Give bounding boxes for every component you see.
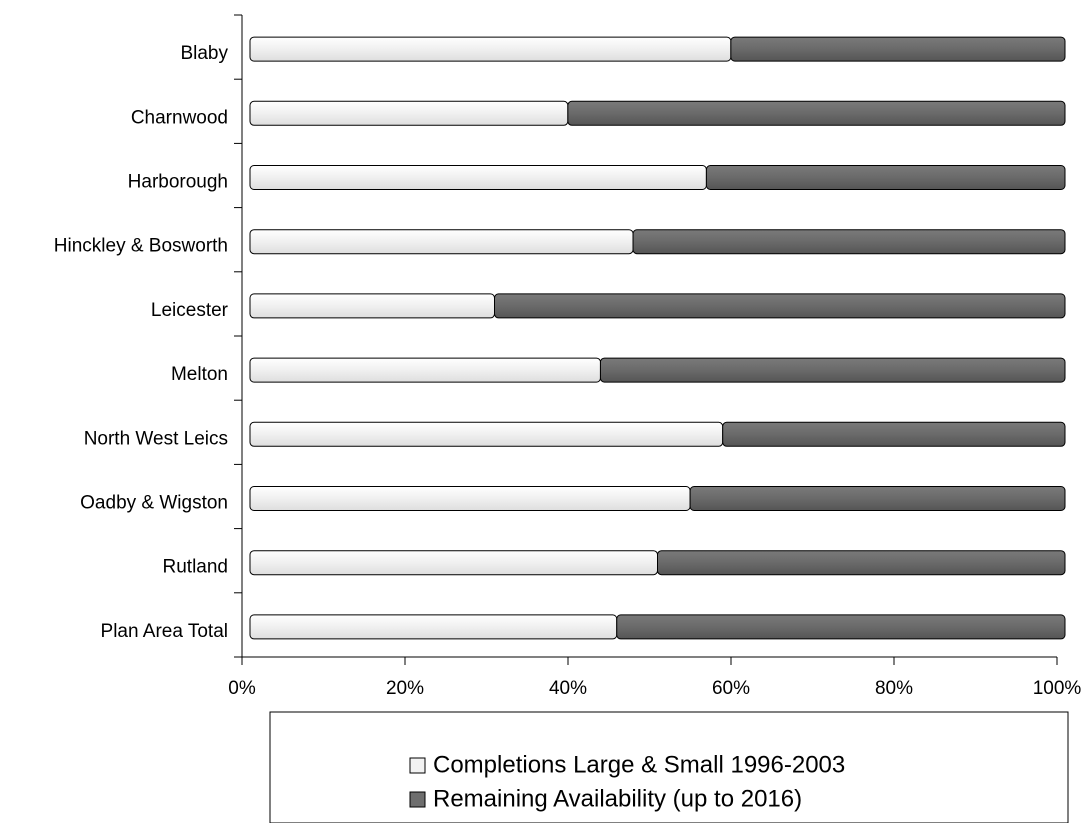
y-tick-label: Blaby [180, 43, 228, 64]
legend-swatch [409, 757, 426, 774]
legend-label: Remaining Availability (up to 2016) [433, 785, 802, 812]
y-tick-label: Rutland [163, 557, 229, 578]
bar-segment [249, 550, 658, 576]
bar-segment [599, 357, 1066, 383]
bar-segment [722, 421, 1066, 447]
bar-segment [249, 165, 707, 190]
y-tick-label: Charnwood [131, 107, 228, 128]
bar-segment [249, 293, 495, 319]
bar-segment [494, 293, 1066, 319]
x-tick-label: 20% [386, 678, 424, 699]
y-tick-label: North West Leics [84, 428, 228, 449]
bar-segment [249, 229, 634, 255]
bar-segment [249, 36, 732, 62]
x-tick-label: 100% [1033, 678, 1082, 699]
bar-segment [730, 36, 1066, 62]
bar-segment [705, 165, 1066, 190]
y-tick-label: Leicester [151, 300, 229, 321]
bar-segment [632, 229, 1066, 255]
bar-segment [249, 614, 618, 640]
x-tick-label: 60% [712, 678, 750, 699]
bar-segment [249, 421, 724, 447]
bar-segment [249, 100, 569, 126]
bar-segment [616, 614, 1066, 640]
bar-segment [657, 550, 1066, 576]
legend-box [269, 711, 1069, 823]
bar-segment [249, 486, 691, 511]
bar-segment [567, 100, 1066, 126]
y-tick-label: Oadby & Wigston [80, 493, 228, 514]
legend-label: Completions Large & Small 1996-2003 [433, 751, 845, 778]
x-tick-label: 40% [549, 678, 587, 699]
bar-segment [249, 357, 601, 383]
bar-segment [689, 486, 1066, 511]
legend-swatch [409, 791, 426, 808]
x-tick-label: 0% [228, 678, 256, 699]
y-tick-label: Plan Area Total [101, 621, 228, 642]
y-tick-label: Melton [171, 364, 228, 385]
x-tick-label: 80% [875, 678, 913, 699]
y-tick-label: Harborough [128, 172, 228, 193]
y-tick-label: Hinckley & Bosworth [54, 236, 228, 257]
